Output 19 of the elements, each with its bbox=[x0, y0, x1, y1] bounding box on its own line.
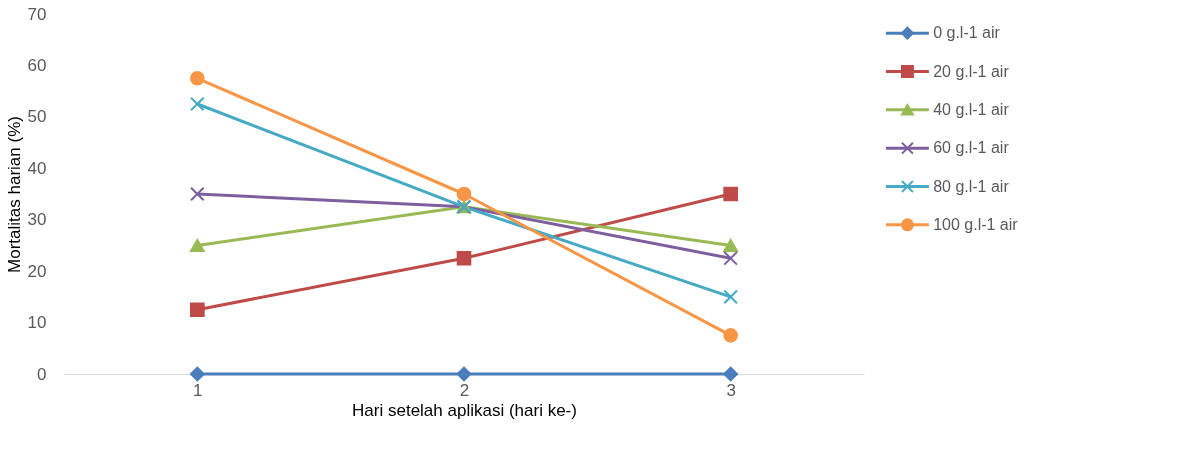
y-tick-label: 60 bbox=[27, 55, 47, 75]
legend-label: 80 g.l-1 air bbox=[933, 177, 1010, 195]
legend-label: 20 g.l-1 air bbox=[933, 62, 1010, 80]
y-tick-label: 0 bbox=[37, 364, 47, 384]
y-tick-label: 40 bbox=[27, 158, 47, 178]
legend-label: 0 g.l-1 air bbox=[933, 24, 1001, 42]
x-tick-label: 3 bbox=[726, 380, 736, 400]
y-axis-title: Mortalitas harian (%) bbox=[4, 116, 24, 273]
y-tick-label: 10 bbox=[27, 313, 47, 333]
legend-label: 40 g.l-1 air bbox=[933, 100, 1010, 118]
y-tick-label: 30 bbox=[27, 210, 47, 230]
y-tick-label: 70 bbox=[27, 4, 47, 24]
x-tick-label: 1 bbox=[193, 380, 203, 400]
x-tick-label: 2 bbox=[459, 380, 470, 400]
y-tick-label: 20 bbox=[27, 261, 47, 281]
y-tick-label: 50 bbox=[27, 107, 47, 127]
legend-label: 100 g.l-1 air bbox=[933, 215, 1019, 233]
x-axis-title: Hari setelah aplikasi (hari ke-) bbox=[352, 400, 577, 420]
legend-label: 60 g.l-1 air bbox=[933, 139, 1010, 157]
